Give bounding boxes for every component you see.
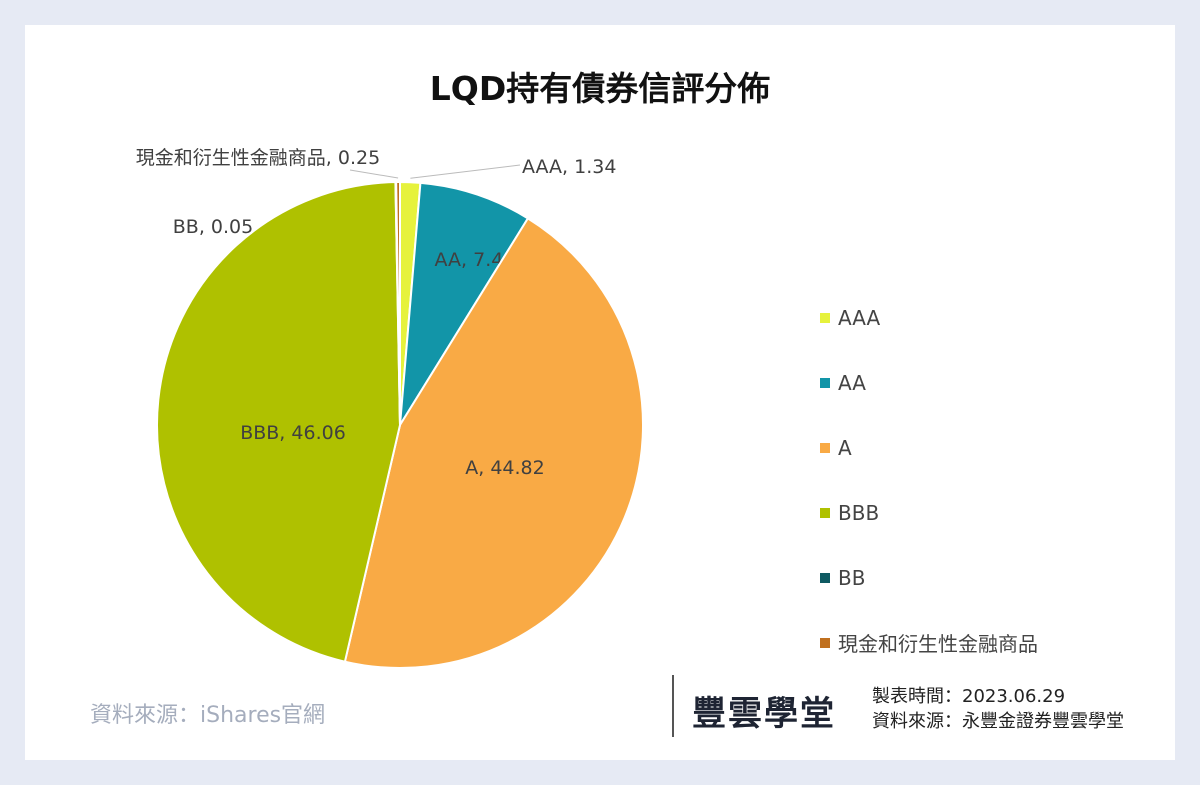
data-label: AA, 7.48 xyxy=(435,249,516,271)
source-note: 資料來源：iShares官網 xyxy=(90,703,326,728)
data-label: A, 44.82 xyxy=(465,457,544,479)
legend-label: BB xyxy=(838,565,866,590)
legend-swatch xyxy=(820,507,830,518)
made-date: 製表時間：2023.06.29 xyxy=(872,686,1066,707)
pie-slice-現金和衍生性金融商品 xyxy=(395,180,401,426)
data-label: BB, 0.05 xyxy=(173,216,253,238)
legend-item: BB xyxy=(820,545,1038,610)
legend-item: AAA xyxy=(820,285,1038,350)
legend-swatch xyxy=(820,312,830,323)
pie-slice-AA xyxy=(399,181,530,426)
legend-label: BBB xyxy=(838,500,880,525)
legend-label: A xyxy=(838,435,852,460)
data-label: BBB, 46.06 xyxy=(240,422,346,444)
meta-info: 製表時間：2023.06.29 資料來源：永豐金證券豐雲學堂 xyxy=(872,684,1124,734)
legend-label: AA xyxy=(838,370,866,395)
legend-label: 現金和衍生性金融商品 xyxy=(838,632,1038,656)
legend-item: 現金和衍生性金融商品 xyxy=(820,610,1038,675)
data-label: AAA, 1.34 xyxy=(522,156,616,178)
legend-swatch xyxy=(820,442,830,453)
legend-swatch xyxy=(820,377,830,388)
legend-swatch xyxy=(820,572,830,583)
legend-item: AA xyxy=(820,350,1038,415)
divider xyxy=(672,675,674,737)
brand-logo: 豐雲學堂 xyxy=(692,694,836,734)
pie-slice-BBB xyxy=(156,181,402,663)
leader-line xyxy=(349,169,399,179)
made-source: 資料來源：永豐金證券豐雲學堂 xyxy=(872,711,1124,732)
leader-line xyxy=(410,164,521,179)
chart-title: LQD持有債券信評分佈 xyxy=(429,69,771,108)
legend-swatch xyxy=(820,637,830,648)
pie-slice-A xyxy=(343,216,644,669)
legend-item: BBB xyxy=(820,480,1038,545)
legend-item: A xyxy=(820,415,1038,480)
legend-label: AAA xyxy=(838,305,881,330)
legend: AAA AA A BBB BB 現金和衍生性金融商品 xyxy=(820,285,1038,675)
data-label: 現金和衍生性金融商品, 0.25 xyxy=(136,147,380,169)
